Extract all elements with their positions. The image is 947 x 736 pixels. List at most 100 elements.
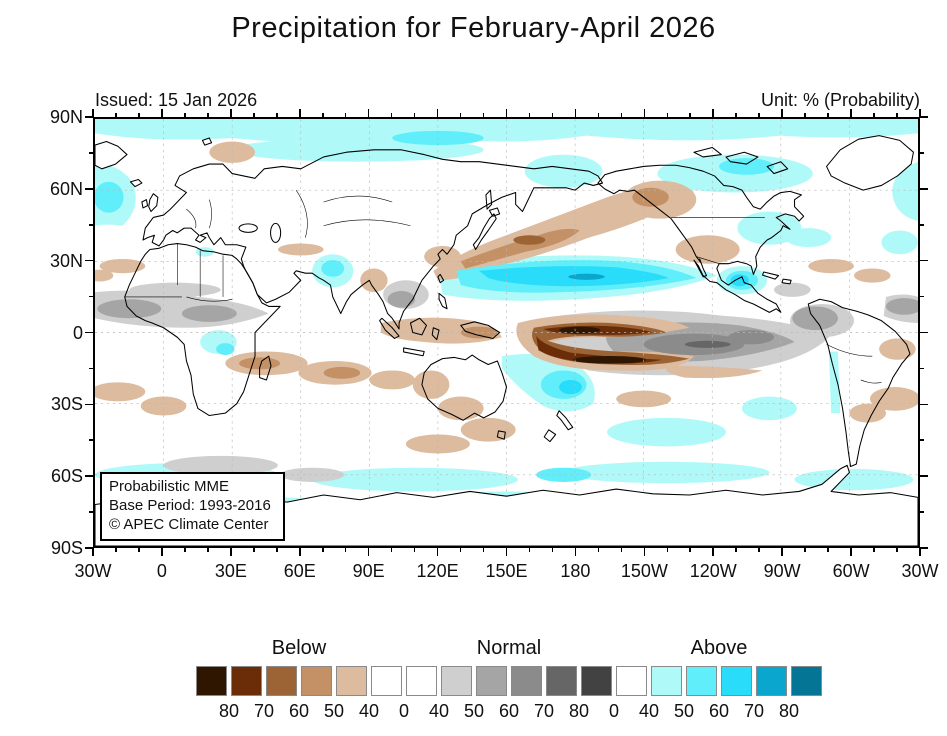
lat-tick [85,259,93,262]
legend-swatch [546,666,577,696]
legend-edge-label: 50 [673,701,695,721]
anomaly [181,305,237,322]
anomaly [163,455,278,475]
legend-edge-label: 80 [568,701,590,721]
lon-label: 150W [620,561,668,581]
lon-tick [873,113,875,117]
lat-label: 60S [50,466,83,487]
lon-tick [459,113,462,117]
lat-tick [89,367,93,370]
info-line-mme: Probabilistic MME [109,477,230,495]
lon-tick [482,548,485,552]
lon-tick [298,109,301,117]
anomaly [99,258,146,274]
lon-tick [230,548,232,556]
border-asia [295,189,411,238]
anomaly [881,230,918,255]
lon-label: 180 [560,561,591,581]
anomaly [730,274,749,287]
lat-tick [89,152,93,154]
coast-greenland [826,135,914,191]
lon-tick [321,113,324,117]
page-title: Precipitation for February-April 2026 [231,12,716,44]
coast-sulawesi [431,327,440,341]
lat-tick [89,223,93,226]
anomaly [129,282,221,297]
issued-label: Issued: 15 Jan 2026 [95,90,258,110]
anomaly [460,326,498,339]
anomaly [684,340,731,348]
legend-edge-label: 70 [533,701,555,721]
lon-tick [574,109,577,117]
anomaly [323,366,361,379]
lon-tick [161,109,163,117]
anomaly [572,355,646,364]
coast-ireland [141,199,149,209]
coast-sumatra [379,317,400,339]
anomaly [563,461,770,484]
legend-edge-label: 50 [463,701,485,721]
coast-taiwan [437,273,445,284]
lon-tick [413,113,416,117]
world-map [95,119,918,546]
legend-swatch [756,666,787,696]
lon-tick [597,548,600,552]
border-africa [124,243,233,302]
lon-label: 30W [901,561,939,581]
anomaly [785,228,832,248]
legend-edge-label: 70 [743,701,765,721]
anomaly [209,141,256,163]
legend-swatch [301,666,332,696]
anomaly [885,298,918,315]
coast-africa [124,243,281,417]
legend-edge-label: 40 [638,701,660,721]
legend-swatch [371,666,402,696]
info-line-copyright: © APEC Climate Center [109,515,269,533]
anomaly [869,387,918,411]
lon-label: 30W [74,561,112,581]
anomaly [892,161,918,222]
legend-swatch [651,666,682,696]
lon-tick [712,109,715,117]
coast-new-guinea [460,321,501,339]
coast-arctic-islands [693,146,789,175]
coast-north-america [597,164,805,313]
legend-edge-label: 80 [218,701,240,721]
lon-tick [712,548,715,556]
lat-tick [920,511,924,513]
legend-swatch [336,666,367,696]
gridlines [95,119,918,546]
anomaly [792,306,838,331]
coast-australia [421,354,508,421]
lon-label: 90W [763,561,801,581]
lon-tick [253,113,255,117]
lon-tick [804,548,806,552]
anomaly [460,228,580,269]
lon-tick [92,109,94,117]
anomaly [632,187,669,207]
legend-group-label: Above [690,637,748,659]
lake-caspian [270,222,282,243]
coast-greenland-east-fragment [95,141,128,170]
lat-label: 30N [49,250,83,271]
coast-madagascar [259,355,272,381]
lon-tick [207,548,209,552]
lon-tick [344,548,347,552]
anomaly [405,434,470,454]
lat-label: 90N [49,107,83,127]
anomaly [460,417,516,442]
lon-tick [827,548,829,552]
lon-tick [138,548,140,552]
info-line-base-period: Base Period: 1993-2016 [109,496,271,514]
lat-tick [85,475,93,477]
coast-eurasia [142,149,604,330]
lon-tick [781,548,783,556]
coast-britain [148,193,159,213]
lat-tick [920,331,928,334]
lat-tick [89,295,93,298]
lat-tick [920,403,928,406]
anomaly [280,467,345,482]
coast-cuba [762,271,780,280]
anomaly [437,396,484,421]
